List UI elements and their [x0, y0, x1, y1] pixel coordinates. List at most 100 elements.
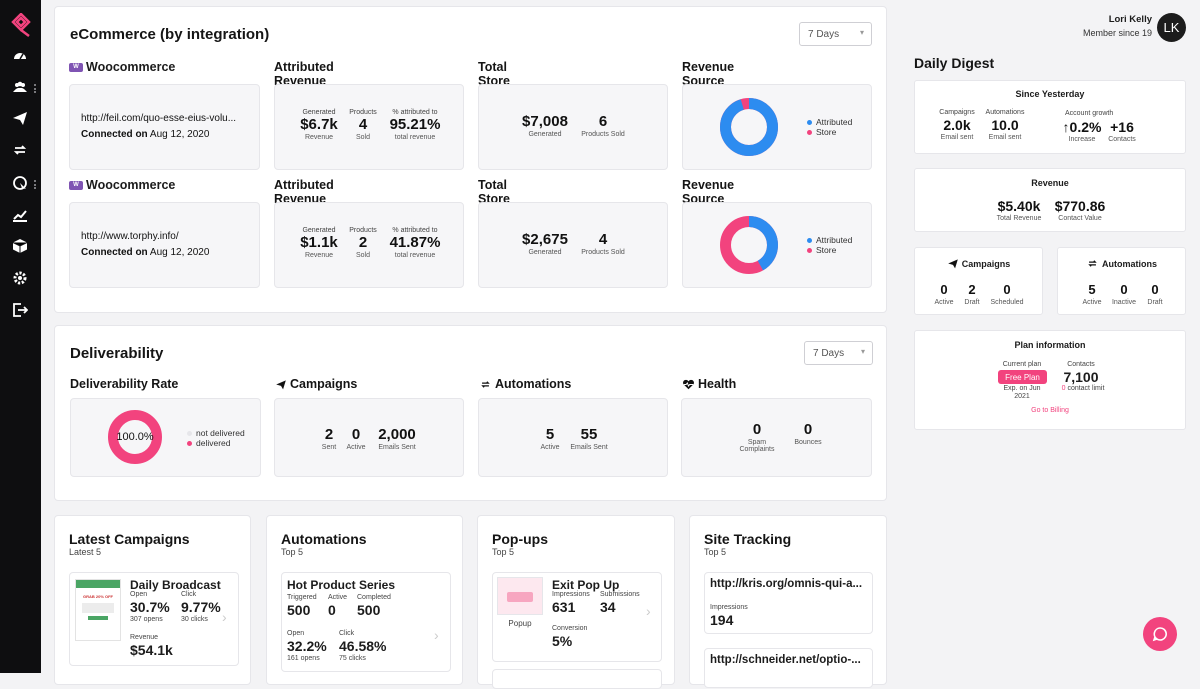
generated-sub: Revenue: [304, 134, 334, 141]
site-tracking-subtitle: Top 5: [704, 547, 727, 557]
digest-total-revenue-value: $5.40k: [997, 198, 1041, 214]
campaign-click-value: 9.77%: [181, 599, 221, 615]
digest-automations-active-label: Active: [1082, 299, 1102, 306]
digest-automations-draft-value: 0: [1151, 282, 1159, 297]
site-tracking-url: http://kris.org/omnis-qui-a...: [710, 578, 863, 590]
digest-campaigns-label: Campaigns: [939, 109, 975, 116]
attributed-pct-label: % attributed to: [392, 109, 438, 116]
logout-icon[interactable]: [12, 302, 30, 320]
popup-item[interactable]: [492, 669, 662, 689]
digest-automations-title: Automations: [1058, 258, 1185, 269]
logo-icon[interactable]: [11, 13, 31, 37]
automations-icon[interactable]: [12, 142, 30, 160]
digest-growth-sub: Increase: [1068, 136, 1096, 143]
popups-icon[interactable]: [12, 175, 30, 193]
go-to-billing-link[interactable]: Go to Billing: [1031, 407, 1069, 414]
chevron-right-icon[interactable]: ›: [646, 603, 651, 619]
campaign-name: Daily Broadcast: [130, 578, 221, 592]
campaign-open-sub: 307 opens: [130, 616, 163, 623]
integration-info-box: http://feil.com/quo-esse-eius-volu... Co…: [69, 84, 260, 170]
attributed-arc: [720, 98, 778, 156]
main-content: eCommerce (by integration) 7 Days ▾ Deliv…: [41, 0, 900, 689]
deliverability-title: Deliverability: [70, 345, 164, 362]
popups-more-icon[interactable]: [34, 180, 37, 189]
digest-campaigns-value: 2.0k: [943, 117, 971, 133]
campaigns-emails-value: 2,000: [378, 426, 416, 443]
connected-label: Connected on: [81, 129, 148, 140]
deliverability-period-select[interactable]: 7 Days ▾: [804, 341, 873, 365]
popup-item[interactable]: Popup Exit Pop Up Impressions 631 Submis…: [492, 572, 662, 662]
user-member-since: Member since 19: [1082, 28, 1152, 38]
store-products-sub: Products Sold: [581, 131, 625, 138]
chevron-right-icon[interactable]: ›: [434, 627, 439, 643]
digest-contacts-value: +16: [1110, 119, 1134, 135]
generated-label: Generated: [302, 109, 336, 116]
products-label: Products: [349, 109, 377, 116]
integration-name: Woocommerce: [86, 178, 176, 192]
deliverability-card: Deliverability 7 Days ▾ Deliverability Ra…: [54, 325, 887, 501]
attributed-dot: [807, 119, 812, 125]
digest-growth-label: Account growth: [1065, 110, 1114, 117]
campaigns-emails-label: Emails Sent: [378, 444, 416, 451]
products-icon[interactable]: [12, 238, 30, 256]
deliverability-health-box: 0 Spam Complaints 0 Bounces: [681, 398, 872, 477]
spam-value: 0: [752, 421, 762, 438]
popup-impressions-label: Impressions: [552, 591, 590, 598]
campaign-open-label: Open: [130, 591, 148, 598]
digest-automations-draft-label: Draft: [1147, 299, 1163, 306]
dashboard-icon[interactable]: [12, 47, 30, 65]
woocommerce-logo-icon: W: [69, 62, 83, 72]
revenue-source-legend: Attributed Store: [807, 235, 852, 255]
chevron-right-icon[interactable]: ›: [222, 609, 227, 625]
plan-expires: Exp. on Jun: [1003, 385, 1041, 392]
contacts-more-icon[interactable]: [34, 84, 37, 93]
digest-campaigns-active-label: Active: [934, 299, 954, 306]
chat-icon: [1152, 627, 1167, 642]
campaign-thumbnail-text: GRAB 20% OFF: [82, 594, 113, 599]
current-plan-label: Current plan: [1002, 361, 1042, 368]
digest-campaigns-scheduled-label: Scheduled: [990, 299, 1024, 306]
digest-campaigns-draft-label: Draft: [964, 299, 980, 306]
latest-campaigns-subtitle: Latest 5: [69, 547, 102, 557]
campaigns-icon[interactable]: [12, 110, 30, 128]
automations-emails-value: 55: [580, 426, 598, 443]
site-tracking-item[interactable]: http://schneider.net/optio-...: [704, 648, 873, 688]
ecommerce-period-select[interactable]: 7 Days ▾: [799, 22, 872, 46]
digest-revenue-title: Revenue: [1031, 178, 1069, 188]
settings-icon[interactable]: [12, 270, 30, 288]
popups-title: Pop-ups: [492, 531, 548, 547]
attributed-revenue-box: Generated $1.1k Revenue Products 2 Sold % at…: [274, 202, 464, 288]
since-yesterday-title: Since Yesterday: [1015, 89, 1085, 99]
store-dot: [807, 247, 812, 253]
attributed-pct-value: 95.21%: [389, 116, 441, 133]
site-tracking-item[interactable]: http://kris.org/omnis-qui-a... Impressio…: [704, 572, 873, 634]
generated-sub: Revenue: [304, 252, 334, 259]
automation-open-sub: 161 opens: [287, 655, 320, 662]
reports-icon[interactable]: [12, 207, 30, 225]
digest-automations-card: Automations 5 Active 0 Inactive 0 Draft: [1057, 247, 1186, 315]
avatar[interactable]: LK: [1157, 13, 1186, 42]
campaign-item[interactable]: GRAB 20% OFF Daily Broadcast Open 30.7% …: [69, 572, 239, 666]
contacts-icon[interactable]: [12, 79, 30, 97]
deliverability-campaigns-box: 2 Sent 0 Active 2,000 Emails Sent: [274, 398, 464, 477]
chat-button[interactable]: [1143, 617, 1177, 651]
popup-impressions-value: 631: [552, 599, 576, 615]
deliverability-automations-title: Automations: [479, 377, 571, 391]
integration-url[interactable]: http://www.torphy.info/: [81, 231, 179, 242]
attributed-pct-label: % attributed to: [392, 227, 438, 234]
automation-triggered-label: Triggered: [287, 594, 317, 601]
deliverability-campaigns-title: Campaigns: [275, 377, 357, 391]
attributed-dot: [807, 237, 812, 243]
attributed-arc: [720, 216, 778, 274]
automation-open-value: 32.2%: [287, 638, 327, 654]
latest-campaigns-card: Latest Campaigns Latest 5 GRAB 20% OFF D…: [54, 515, 251, 685]
plan-contacts-value: 7,100: [1063, 369, 1099, 385]
digest-campaigns-scheduled-value: 0: [1003, 282, 1011, 297]
digest-campaigns-card: Campaigns 0 Active 2 Draft 0 Scheduled: [914, 247, 1043, 315]
chevron-down-icon: ▾: [860, 347, 865, 356]
campaign-thumbnail: GRAB 20% OFF: [75, 579, 121, 641]
automation-item[interactable]: Hot Product Series Triggered 500 Active …: [281, 572, 451, 672]
integration-url[interactable]: http://feil.com/quo-esse-eius-volu...: [81, 113, 237, 124]
chevron-down-icon: ▾: [859, 28, 864, 37]
total-store-revenue-box: $7,008 Generated 6 Products Sold: [478, 84, 668, 170]
